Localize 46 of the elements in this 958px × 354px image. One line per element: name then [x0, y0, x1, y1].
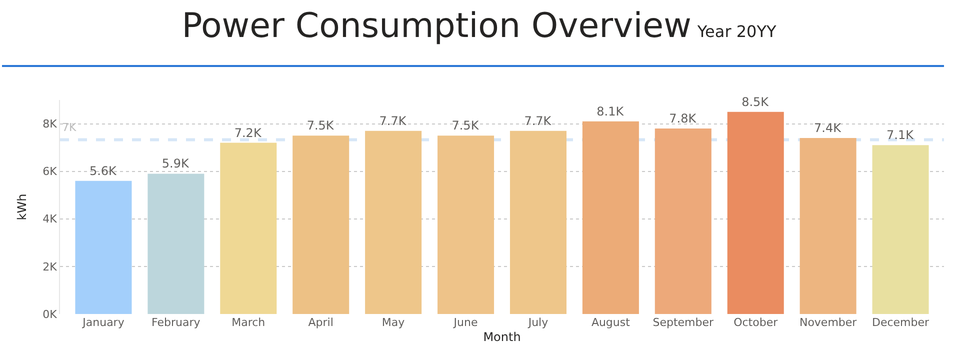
data-label: 8.1K: [596, 104, 625, 118]
bar: [800, 138, 856, 314]
x-tick-label: January: [82, 316, 125, 329]
x-tick-label: May: [382, 316, 406, 329]
x-tick-label: November: [799, 316, 858, 329]
y-tick-label: 0K: [42, 308, 58, 321]
data-label: 7.5K: [306, 118, 335, 133]
bar: [148, 174, 204, 314]
y-axis-title: kWh: [15, 194, 29, 220]
data-label: 7.4K: [814, 121, 842, 136]
data-label: 7.7K: [379, 114, 408, 128]
data-label: 5.9K: [162, 156, 190, 171]
bar: [582, 121, 639, 314]
ref-line-label: 7K: [62, 121, 77, 134]
data-label: 8.5K: [742, 94, 770, 109]
x-tick-label: September: [652, 316, 714, 329]
x-tick-label: December: [872, 316, 930, 329]
x-tick-label: October: [734, 316, 778, 329]
data-label: 7.5K: [452, 118, 480, 133]
chart-title: Power Consumption Overview: [182, 6, 692, 46]
x-tick-label: February: [152, 316, 201, 329]
bar: [872, 145, 929, 314]
bar: [220, 142, 277, 314]
data-label: 5.6K: [89, 164, 118, 178]
x-tick-label: July: [527, 316, 549, 329]
data-label: 7.1K: [886, 128, 915, 142]
y-tick-label: 6K: [42, 165, 58, 178]
bar: [292, 136, 350, 314]
chart-subtitle: Year 20YY: [697, 22, 776, 41]
x-tick-label: August: [591, 316, 631, 329]
bar: [75, 180, 132, 314]
data-label: 7.8K: [669, 112, 698, 126]
bar: [654, 128, 712, 314]
bar: [510, 130, 566, 314]
x-tick-label: June: [452, 316, 478, 329]
bar: [727, 112, 784, 314]
y-tick-label: 8K: [42, 118, 58, 131]
bar: [365, 130, 422, 314]
data-label: 7.2K: [234, 126, 262, 140]
x-tick-label: March: [232, 316, 266, 329]
y-tick-label: 4K: [42, 212, 58, 226]
data-label: 7.7K: [524, 114, 552, 128]
y-tick-label: 2K: [42, 260, 58, 274]
x-axis-title: Month: [483, 330, 521, 344]
bar: [438, 136, 494, 314]
x-tick-label: April: [308, 316, 334, 329]
